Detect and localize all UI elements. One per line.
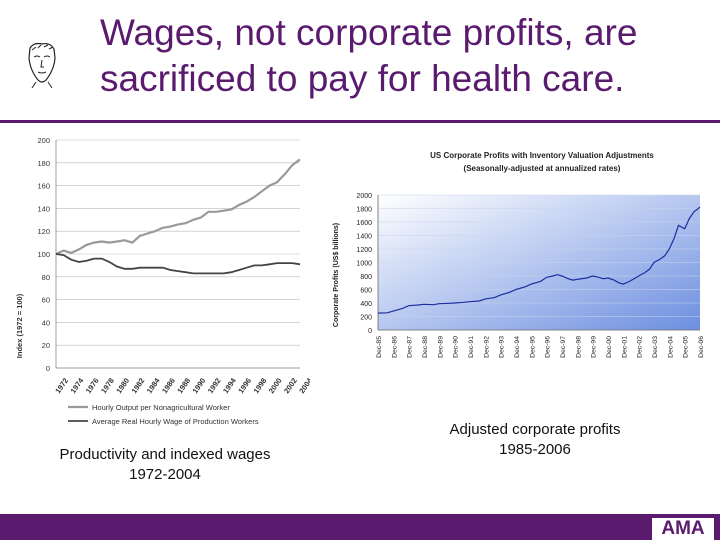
y-tick-label: 200: [37, 136, 50, 145]
y-tick-label: 0: [46, 364, 50, 373]
x-tick-label: 1998: [252, 376, 269, 395]
x-tick-label: 1972: [53, 376, 70, 395]
x-tick-label: Dec-96: [545, 336, 552, 358]
x-tick-label: 1990: [191, 376, 208, 395]
left-chart-x-ticks: 1972197419761978198019821984198619881990…: [53, 376, 310, 396]
x-tick-label: 2000: [267, 376, 284, 395]
y-tick-label: 1800: [356, 207, 372, 214]
right-chart-y-ticks: 0 200 400 600 800 1000 1200 1400 1600 1800 2000: [356, 193, 372, 335]
series-line-corporate-profits: [377, 206, 701, 314]
x-tick-label: Dec-91: [468, 336, 475, 358]
x-tick-label: Dec-95: [529, 336, 536, 358]
x-tick-label: Dec-99: [591, 336, 598, 358]
caption-productivity-wages: Productivity and indexed wages 1972-2004: [30, 445, 300, 485]
y-tick-label: 600: [360, 288, 372, 295]
legend-label-productivity: Hourly Output per Nonagricultural Worker: [92, 403, 230, 412]
x-tick-label: Dec-86: [391, 336, 398, 358]
caption-corporate-profits: Adjusted corporate profits 1985-2006: [400, 420, 670, 460]
y-tick-label: 1600: [356, 220, 372, 227]
header-rule: [0, 120, 720, 123]
right-chart-title: US Corporate Profits with Inventory Valu…: [430, 151, 654, 160]
y-tick-label: 140: [37, 204, 50, 213]
left-chart-gridlines: [55, 139, 300, 369]
x-tick-label: 1984: [145, 376, 162, 396]
slide-title-line2: sacrificed to pay for health care.: [100, 58, 625, 99]
x-tick-label: 1994: [221, 376, 238, 396]
caption-left-line2: 1972-2004: [129, 466, 201, 483]
x-tick-label: 1996: [236, 376, 253, 395]
y-tick-label: 2000: [356, 193, 372, 200]
series-line-wages: [55, 253, 301, 275]
x-tick-label: 1978: [99, 376, 116, 395]
left-chart-y-ticks: 0 20 40 60 80 100 120 140 160 180 200: [37, 136, 50, 373]
left-chart-legend: Hourly Output per Nonagricultural Worker…: [68, 403, 259, 426]
legend-label-wages: Average Real Hourly Wage of Production W…: [92, 417, 259, 426]
caption-right-line1: Adjusted corporate profits: [449, 421, 621, 438]
x-tick-label: Dec-93: [499, 336, 506, 358]
x-tick-label: 1980: [114, 376, 131, 395]
x-tick-label: Dec-01: [621, 336, 628, 358]
x-tick-label: Dec-94: [514, 336, 521, 358]
corporate-profits-chart: US Corporate Profits with Inventory Valu…: [333, 151, 705, 358]
y-tick-label: 20: [42, 341, 50, 350]
x-tick-label: 1986: [160, 376, 177, 395]
y-tick-label: 400: [360, 301, 372, 308]
right-chart-gridlines: [377, 194, 700, 331]
y-tick-label: 200: [360, 315, 372, 322]
x-tick-label: Dec-90: [453, 336, 460, 358]
x-tick-label: Dec-03: [652, 336, 659, 358]
y-tick-label: 100: [37, 250, 50, 259]
x-tick-label: 2002: [282, 376, 299, 395]
y-tick-label: 180: [37, 159, 50, 168]
caption-right-line2: 1985-2006: [499, 441, 571, 458]
y-tick-label: 40: [42, 318, 50, 327]
y-tick-label: 0: [368, 328, 372, 335]
y-tick-label: 60: [42, 296, 50, 305]
y-tick-label: 1400: [356, 234, 372, 241]
y-tick-label: 80: [42, 273, 50, 282]
series-line-productivity: [55, 158, 301, 256]
x-tick-label: Dec-87: [407, 336, 414, 358]
face-sketch-icon: [28, 42, 56, 89]
slide-title-line1: Wages, not corporate profits, are: [100, 12, 638, 53]
x-tick-label: Dec-92: [483, 336, 490, 358]
left-chart-y-axis-label: Index (1972 = 100): [15, 293, 24, 358]
caption-left-line1: Productivity and indexed wages: [59, 446, 271, 463]
x-tick-label: Dec-97: [560, 336, 567, 358]
x-tick-label: 1992: [206, 376, 223, 395]
x-tick-label: Dec-89: [437, 336, 444, 358]
right-chart-y-axis-label: Corporate Profits (US$ billions): [333, 223, 340, 327]
x-tick-label: 1976: [84, 376, 101, 395]
x-tick-label: Dec-02: [637, 336, 644, 358]
x-tick-label: Dec-88: [422, 336, 429, 358]
x-tick-label: Dec-05: [683, 336, 690, 358]
footer-bar: [0, 514, 720, 540]
y-tick-label: 120: [37, 227, 50, 236]
right-chart-x-ticks: Dec-85 Dec-86 Dec-87 Dec-88 Dec-89 Dec-90 Dec-…: [376, 336, 705, 358]
right-chart-subtitle: (Seasonally-adjusted at annualized rates…: [464, 164, 621, 173]
x-tick-label: Dec-04: [667, 336, 674, 358]
productivity-wages-chart: 0 20 40 60 80 100 120 140 160 180 200 197219741976…: [15, 136, 310, 426]
slide-title: Wages, not corporate profits, are sacrif…: [100, 10, 710, 102]
x-tick-label: Dec-98: [575, 336, 582, 358]
x-tick-label: Dec-06: [698, 336, 705, 358]
y-tick-label: 1000: [356, 261, 372, 268]
x-tick-label: 1974: [69, 376, 86, 396]
x-tick-label: 1988: [175, 376, 192, 395]
x-tick-label: 2004: [297, 376, 310, 396]
y-tick-label: 160: [37, 182, 50, 191]
x-tick-label: Dec-85: [376, 336, 383, 358]
x-tick-label: Dec-00: [606, 336, 613, 358]
ama-logo: AMA: [652, 518, 714, 540]
y-tick-label: 800: [360, 274, 372, 281]
x-tick-label: 1982: [130, 376, 147, 395]
y-tick-label: 1200: [356, 247, 372, 254]
